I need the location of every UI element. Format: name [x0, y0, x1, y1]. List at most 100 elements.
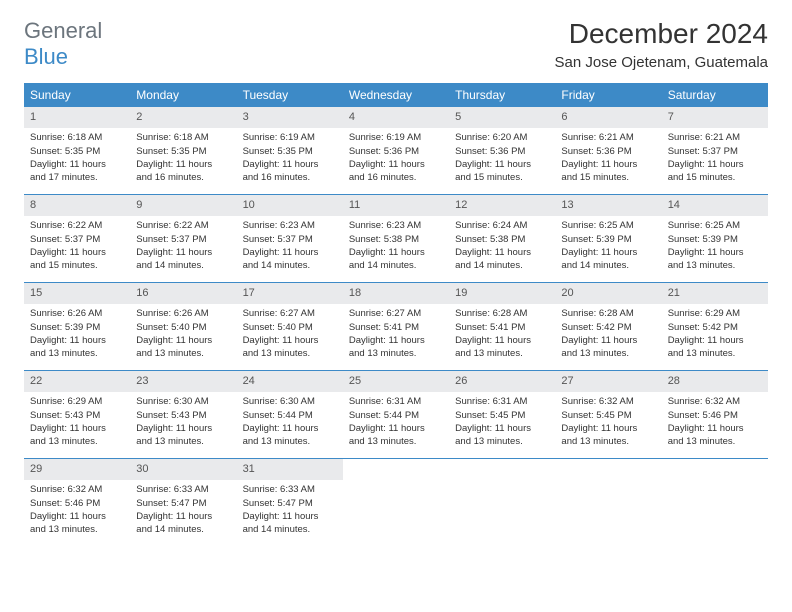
cell-body: Sunrise: 6:30 AMSunset: 5:43 PMDaylight:… — [130, 392, 236, 456]
calendar-week-row: 8Sunrise: 6:22 AMSunset: 5:37 PMDaylight… — [24, 195, 768, 283]
daylight-line: Daylight: 11 hours and 13 minutes. — [30, 511, 124, 537]
cell-body: Sunrise: 6:25 AMSunset: 5:39 PMDaylight:… — [662, 216, 768, 280]
day-number: 20 — [555, 283, 661, 304]
calendar-cell: 6Sunrise: 6:21 AMSunset: 5:36 PMDaylight… — [555, 107, 661, 195]
cell-body: Sunrise: 6:31 AMSunset: 5:45 PMDaylight:… — [449, 392, 555, 456]
cell-body: Sunrise: 6:31 AMSunset: 5:44 PMDaylight:… — [343, 392, 449, 456]
sunset-line: Sunset: 5:46 PM — [30, 498, 124, 511]
sunrise-line: Sunrise: 6:32 AM — [668, 396, 762, 409]
logo-word-1: General — [24, 18, 102, 43]
day-number: 2 — [130, 107, 236, 128]
calendar-table: Sunday Monday Tuesday Wednesday Thursday… — [24, 83, 768, 547]
sunset-line: Sunset: 5:36 PM — [561, 146, 655, 159]
cell-body: Sunrise: 6:27 AMSunset: 5:40 PMDaylight:… — [237, 304, 343, 368]
cell-body: Sunrise: 6:21 AMSunset: 5:37 PMDaylight:… — [662, 128, 768, 192]
calendar-cell: 5Sunrise: 6:20 AMSunset: 5:36 PMDaylight… — [449, 107, 555, 195]
calendar-cell: 27Sunrise: 6:32 AMSunset: 5:45 PMDayligh… — [555, 371, 661, 459]
calendar-week-row: 15Sunrise: 6:26 AMSunset: 5:39 PMDayligh… — [24, 283, 768, 371]
col-tuesday: Tuesday — [237, 83, 343, 107]
sunrise-line: Sunrise: 6:31 AM — [349, 396, 443, 409]
day-number: 7 — [662, 107, 768, 128]
day-number: 1 — [24, 107, 130, 128]
sunset-line: Sunset: 5:43 PM — [136, 410, 230, 423]
sunset-line: Sunset: 5:36 PM — [349, 146, 443, 159]
day-number: 8 — [24, 195, 130, 216]
day-number: 31 — [237, 459, 343, 480]
calendar-cell: 21Sunrise: 6:29 AMSunset: 5:42 PMDayligh… — [662, 283, 768, 371]
calendar-cell: 14Sunrise: 6:25 AMSunset: 5:39 PMDayligh… — [662, 195, 768, 283]
sunrise-line: Sunrise: 6:19 AM — [243, 132, 337, 145]
calendar-cell: 18Sunrise: 6:27 AMSunset: 5:41 PMDayligh… — [343, 283, 449, 371]
sunrise-line: Sunrise: 6:25 AM — [561, 220, 655, 233]
sunset-line: Sunset: 5:38 PM — [349, 234, 443, 247]
daylight-line: Daylight: 11 hours and 15 minutes. — [455, 159, 549, 185]
daylight-line: Daylight: 11 hours and 13 minutes. — [668, 335, 762, 361]
calendar-week-row: 29Sunrise: 6:32 AMSunset: 5:46 PMDayligh… — [24, 459, 768, 547]
day-number: 10 — [237, 195, 343, 216]
calendar-cell: 7Sunrise: 6:21 AMSunset: 5:37 PMDaylight… — [662, 107, 768, 195]
calendar-cell: 17Sunrise: 6:27 AMSunset: 5:40 PMDayligh… — [237, 283, 343, 371]
calendar-cell: 31Sunrise: 6:33 AMSunset: 5:47 PMDayligh… — [237, 459, 343, 547]
daylight-line: Daylight: 11 hours and 13 minutes. — [561, 335, 655, 361]
sunset-line: Sunset: 5:39 PM — [668, 234, 762, 247]
calendar-cell — [343, 459, 449, 547]
calendar-cell: 29Sunrise: 6:32 AMSunset: 5:46 PMDayligh… — [24, 459, 130, 547]
daylight-line: Daylight: 11 hours and 15 minutes. — [668, 159, 762, 185]
sunset-line: Sunset: 5:38 PM — [455, 234, 549, 247]
day-number: 23 — [130, 371, 236, 392]
cell-body: Sunrise: 6:26 AMSunset: 5:40 PMDaylight:… — [130, 304, 236, 368]
sunset-line: Sunset: 5:37 PM — [30, 234, 124, 247]
calendar-cell: 12Sunrise: 6:24 AMSunset: 5:38 PMDayligh… — [449, 195, 555, 283]
sunrise-line: Sunrise: 6:22 AM — [30, 220, 124, 233]
daylight-line: Daylight: 11 hours and 17 minutes. — [30, 159, 124, 185]
cell-body: Sunrise: 6:33 AMSunset: 5:47 PMDaylight:… — [130, 480, 236, 544]
sunrise-line: Sunrise: 6:27 AM — [243, 308, 337, 321]
sunrise-line: Sunrise: 6:26 AM — [136, 308, 230, 321]
calendar-cell — [449, 459, 555, 547]
daylight-line: Daylight: 11 hours and 13 minutes. — [455, 335, 549, 361]
sunrise-line: Sunrise: 6:18 AM — [30, 132, 124, 145]
daylight-line: Daylight: 11 hours and 13 minutes. — [30, 423, 124, 449]
day-number: 21 — [662, 283, 768, 304]
sunset-line: Sunset: 5:44 PM — [243, 410, 337, 423]
calendar-cell: 13Sunrise: 6:25 AMSunset: 5:39 PMDayligh… — [555, 195, 661, 283]
sunrise-line: Sunrise: 6:18 AM — [136, 132, 230, 145]
calendar-cell: 22Sunrise: 6:29 AMSunset: 5:43 PMDayligh… — [24, 371, 130, 459]
calendar-cell: 8Sunrise: 6:22 AMSunset: 5:37 PMDaylight… — [24, 195, 130, 283]
sunrise-line: Sunrise: 6:29 AM — [30, 396, 124, 409]
sunset-line: Sunset: 5:46 PM — [668, 410, 762, 423]
sunrise-line: Sunrise: 6:23 AM — [243, 220, 337, 233]
day-number: 11 — [343, 195, 449, 216]
col-monday: Monday — [130, 83, 236, 107]
calendar-body: 1Sunrise: 6:18 AMSunset: 5:35 PMDaylight… — [24, 107, 768, 547]
daylight-line: Daylight: 11 hours and 13 minutes. — [668, 423, 762, 449]
sunset-line: Sunset: 5:35 PM — [30, 146, 124, 159]
sunset-line: Sunset: 5:43 PM — [30, 410, 124, 423]
daylight-line: Daylight: 11 hours and 14 minutes. — [243, 511, 337, 537]
sunset-line: Sunset: 5:40 PM — [243, 322, 337, 335]
daylight-line: Daylight: 11 hours and 13 minutes. — [561, 423, 655, 449]
col-friday: Friday — [555, 83, 661, 107]
day-number: 18 — [343, 283, 449, 304]
sunrise-line: Sunrise: 6:22 AM — [136, 220, 230, 233]
cell-body: Sunrise: 6:20 AMSunset: 5:36 PMDaylight:… — [449, 128, 555, 192]
daylight-line: Daylight: 11 hours and 14 minutes. — [561, 247, 655, 273]
calendar-cell: 15Sunrise: 6:26 AMSunset: 5:39 PMDayligh… — [24, 283, 130, 371]
cell-body: Sunrise: 6:21 AMSunset: 5:36 PMDaylight:… — [555, 128, 661, 192]
sunset-line: Sunset: 5:47 PM — [136, 498, 230, 511]
daylight-line: Daylight: 11 hours and 14 minutes. — [349, 247, 443, 273]
sunrise-line: Sunrise: 6:33 AM — [243, 484, 337, 497]
sunrise-line: Sunrise: 6:24 AM — [455, 220, 549, 233]
daylight-line: Daylight: 11 hours and 14 minutes. — [455, 247, 549, 273]
sunrise-line: Sunrise: 6:21 AM — [561, 132, 655, 145]
day-number: 25 — [343, 371, 449, 392]
day-number: 17 — [237, 283, 343, 304]
sunrise-line: Sunrise: 6:31 AM — [455, 396, 549, 409]
sunrise-line: Sunrise: 6:33 AM — [136, 484, 230, 497]
sunset-line: Sunset: 5:39 PM — [561, 234, 655, 247]
calendar-cell: 30Sunrise: 6:33 AMSunset: 5:47 PMDayligh… — [130, 459, 236, 547]
day-number: 9 — [130, 195, 236, 216]
cell-body: Sunrise: 6:32 AMSunset: 5:46 PMDaylight:… — [662, 392, 768, 456]
daylight-line: Daylight: 11 hours and 13 minutes. — [136, 423, 230, 449]
calendar-cell: 4Sunrise: 6:19 AMSunset: 5:36 PMDaylight… — [343, 107, 449, 195]
